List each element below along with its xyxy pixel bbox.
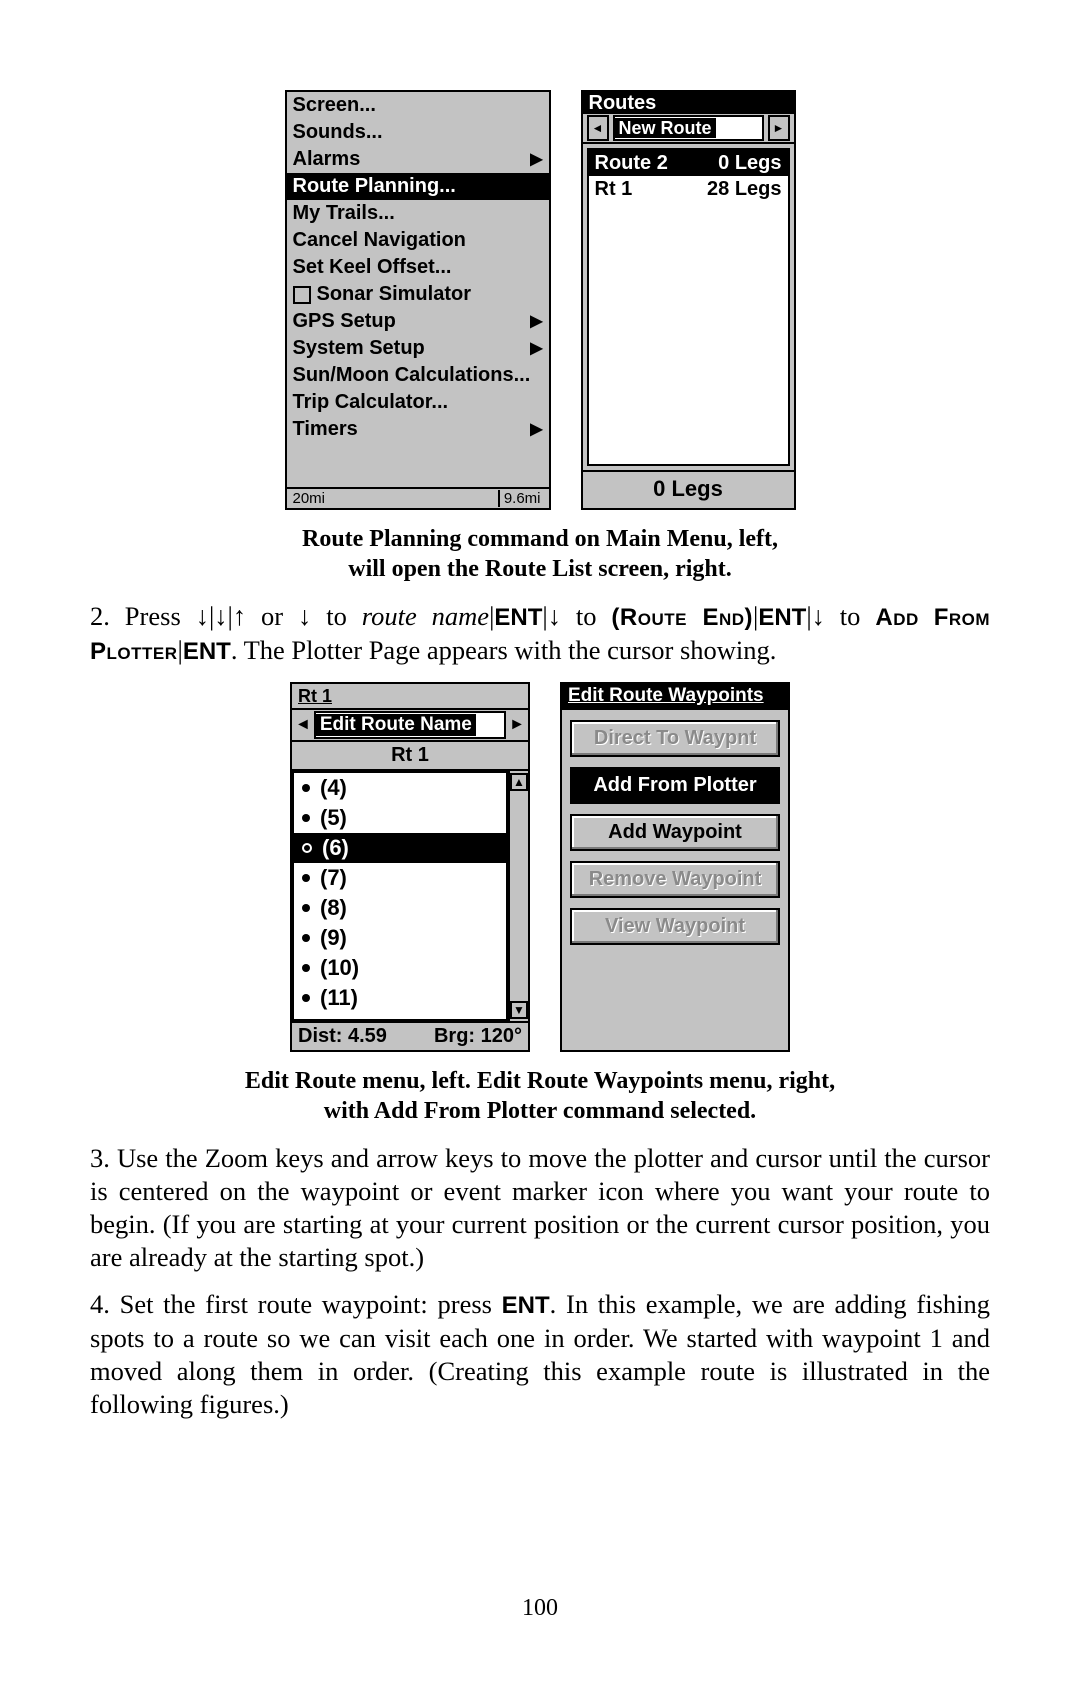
figure-2: Rt 1 ◄ Edit Route Name ► Rt 1 (4)(5)(6)(… <box>90 682 990 1052</box>
waypoint-button[interactable]: Add From Plotter <box>570 767 780 804</box>
edit-route-top: Rt 1 <box>292 684 528 710</box>
status-zoom: 20mi <box>291 490 330 507</box>
waypoints-title: Edit Route Waypoints <box>562 684 788 710</box>
submenu-arrow-icon: ▶ <box>524 308 542 335</box>
scroll-down-icon[interactable]: ▼ <box>510 1001 528 1019</box>
menu-item[interactable]: Sounds... <box>287 119 549 146</box>
routes-footer: 0 Legs <box>583 470 794 508</box>
waypoint-list-item[interactable]: (4) <box>294 773 506 803</box>
waypoint-list-item[interactable]: (5) <box>294 803 506 833</box>
picker-next-icon[interactable]: ► <box>509 716 525 734</box>
submenu-arrow-icon: ▶ <box>524 416 542 443</box>
submenu-arrow-icon: ▶ <box>524 335 542 362</box>
edit-route-name-picker[interactable]: ◄ Edit Route Name ► <box>292 710 528 742</box>
waypoint-list-item[interactable]: (11) <box>294 983 506 1013</box>
waypoint-button[interactable]: Add Waypoint <box>570 814 780 851</box>
status-dist: 9.6mi <box>498 490 545 507</box>
edit-route-screen: Rt 1 ◄ Edit Route Name ► Rt 1 (4)(5)(6)(… <box>290 682 530 1052</box>
menu-item[interactable]: Trip Calculator... <box>287 389 549 416</box>
step-3-text: 3. Use the Zoom keys and arrow keys to m… <box>90 1142 990 1274</box>
menu-item[interactable]: Set Keel Offset... <box>287 254 549 281</box>
menu-item[interactable]: Sun/Moon Calculations... <box>287 362 549 389</box>
route-row[interactable]: Route 20 Legs <box>589 150 788 176</box>
routes-screen: Routes ◄ New Route ► Route 20 LegsRt 128… <box>581 90 796 510</box>
picker-value: New Route <box>615 118 716 138</box>
picker-next-icon[interactable]: ► <box>768 115 790 141</box>
picker-prev-icon[interactable]: ◄ <box>587 115 609 141</box>
routes-title: Routes <box>583 92 794 114</box>
page-number: 100 <box>0 1595 1080 1622</box>
edit-waypoints-screen: Edit Route Waypoints Direct To Waypnt Add… <box>560 682 790 1052</box>
scroll-up-icon[interactable]: ▲ <box>510 773 528 791</box>
route-row[interactable]: Rt 128 Legs <box>589 176 788 202</box>
route-picker[interactable]: ◄ New Route ► <box>583 114 794 144</box>
step-2-text: 2. Press ↓|↓|↑ or ↓ to route name|ENT|↓ … <box>90 600 990 668</box>
status-bar: 20mi 9.6mi <box>287 487 549 508</box>
waypoint-list-item[interactable]: (9) <box>294 923 506 953</box>
figure-1-caption: Route Planning command on Main Menu, lef… <box>90 524 990 584</box>
scrollbar[interactable]: ▲ ▼ <box>508 771 528 1021</box>
brg-label: Brg: 120° <box>434 1025 522 1048</box>
waypoint-list-item[interactable]: (7) <box>294 863 506 893</box>
waypoint-button: Direct To Waypnt <box>570 720 780 757</box>
main-menu-screen: Screen...Sounds...Alarms▶Route Planning.… <box>285 90 551 510</box>
menu-item[interactable]: Alarms▶ <box>287 146 549 173</box>
menu-item[interactable]: Route Planning... <box>287 173 549 200</box>
waypoint-list-item[interactable]: (6) <box>294 833 506 863</box>
dist-label: Dist: 4.59 <box>298 1025 387 1048</box>
waypoint-list-item[interactable]: (10) <box>294 953 506 983</box>
menu-item[interactable]: Screen... <box>287 92 549 119</box>
submenu-arrow-icon: ▶ <box>524 146 542 173</box>
menu-item[interactable]: Timers▶ <box>287 416 549 443</box>
picker-prev-icon[interactable]: ◄ <box>295 716 311 734</box>
step-4-text: 4. Set the first route waypoint: press E… <box>90 1288 990 1421</box>
waypoint-list-item[interactable]: (8) <box>294 893 506 923</box>
edit-route-status: Dist: 4.59 Brg: 120° <box>292 1021 528 1050</box>
route-name-label: Rt 1 <box>292 742 528 771</box>
menu-item[interactable]: My Trails... <box>287 200 549 227</box>
menu-item[interactable]: Cancel Navigation <box>287 227 549 254</box>
figure-1: Screen...Sounds...Alarms▶Route Planning.… <box>90 90 990 510</box>
menu-item[interactable]: GPS Setup▶ <box>287 308 549 335</box>
waypoint-button: Remove Waypoint <box>570 861 780 898</box>
figure-2-caption: Edit Route menu, left. Edit Route Waypoi… <box>90 1066 990 1126</box>
waypoint-button: View Waypoint <box>570 908 780 945</box>
menu-item[interactable]: System Setup▶ <box>287 335 549 362</box>
menu-item[interactable]: Sonar Simulator <box>287 281 549 308</box>
